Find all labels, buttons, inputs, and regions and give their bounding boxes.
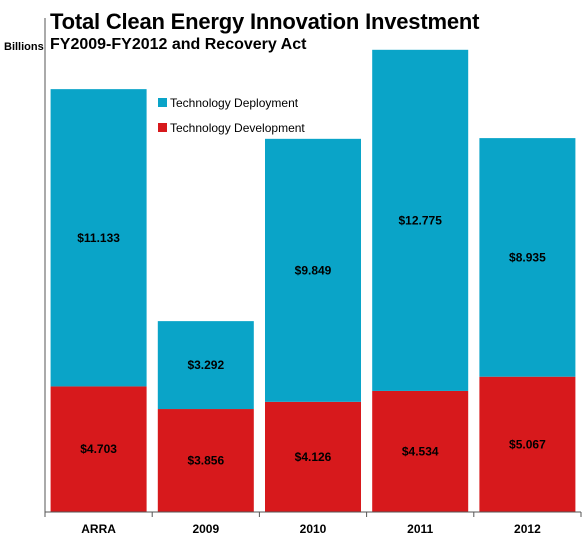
data-label-technology-deployment-2012: $8.935 bbox=[509, 250, 546, 264]
x-tick-label-2010: 2010 bbox=[300, 522, 327, 536]
x-tick-label-2009: 2009 bbox=[192, 522, 219, 536]
bar-technology-development-2011 bbox=[372, 390, 469, 512]
chart-subtitle: FY2009-FY2012 and Recovery Act bbox=[50, 36, 307, 53]
data-label-technology-development-2010: $4.126 bbox=[295, 450, 332, 464]
bar-technology-deployment-arra bbox=[50, 89, 147, 387]
data-label-technology-development-2009: $3.856 bbox=[187, 454, 224, 468]
x-tick-label-2012: 2012 bbox=[514, 522, 541, 536]
bar-technology-development-2012 bbox=[479, 376, 576, 512]
y-axis-unit-label: Billions bbox=[4, 41, 44, 53]
data-label-technology-deployment-2009: $3.292 bbox=[187, 358, 224, 372]
data-label-technology-deployment-2011: $12.775 bbox=[399, 213, 443, 227]
bar-technology-development-arra bbox=[50, 386, 147, 512]
data-label-technology-development-2011: $4.534 bbox=[402, 444, 439, 458]
data-label-technology-development-2012: $5.067 bbox=[509, 437, 546, 451]
legend-label-technology-development: Technology Development bbox=[170, 121, 305, 135]
legend-label-technology-deployment: Technology Deployment bbox=[170, 96, 299, 110]
legend-swatch-technology-deployment bbox=[158, 98, 167, 107]
bar-technology-deployment-2010 bbox=[265, 138, 361, 402]
bar-technology-development-2010 bbox=[265, 401, 361, 512]
bar-technology-deployment-2012 bbox=[479, 138, 576, 377]
x-tick-label-arra: ARRA bbox=[81, 522, 116, 536]
data-label-technology-deployment-arra: $11.133 bbox=[77, 231, 120, 245]
chart-title: Total Clean Energy Innovation Investment bbox=[50, 9, 480, 34]
bar-technology-development-2009 bbox=[157, 409, 254, 512]
data-label-technology-deployment-2010: $9.849 bbox=[295, 263, 332, 277]
x-tick-label-2011: 2011 bbox=[407, 522, 433, 536]
bar-technology-deployment-2009 bbox=[157, 321, 254, 410]
data-label-technology-development-arra: $4.703 bbox=[80, 442, 117, 456]
legend-swatch-technology-development bbox=[158, 123, 167, 132]
bar-technology-deployment-2011 bbox=[372, 49, 469, 391]
